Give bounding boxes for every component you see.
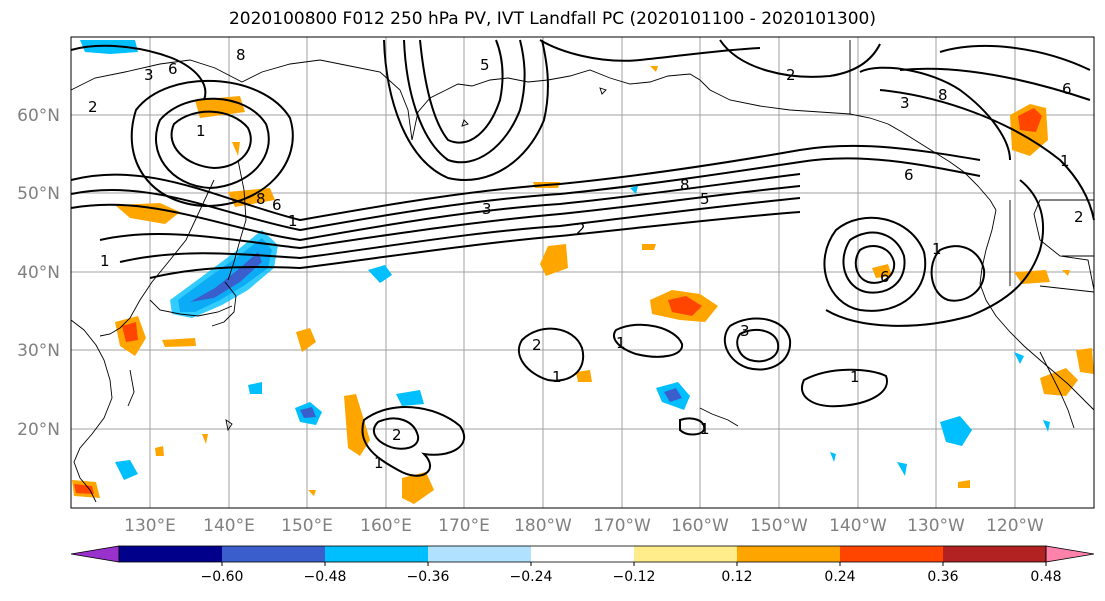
lon-label: 140°E (203, 516, 255, 536)
contour-label: 1 (932, 240, 942, 258)
coastlines (70, 40, 1095, 503)
contour-label: 2 (786, 66, 796, 84)
contour-labels: 2 1 3 6 8 5 3 2 8 5 2 3 8 6 1 6 1 6 1 6 … (88, 46, 1084, 472)
contour-label: 8 (938, 86, 948, 104)
colorbar-extend-low (70, 545, 120, 563)
lat-label: 60°N (17, 106, 60, 126)
colorbar-tick-label: 0.24 (824, 569, 855, 585)
lon-label: 130°W (907, 516, 965, 536)
contour-label: 5 (480, 56, 490, 74)
contour-label: 2 (88, 98, 98, 116)
colorbar-tick-label: 0.48 (1030, 569, 1061, 585)
longitude-labels: 130°E 140°E 150°E 160°E 170°E 180°W 170°… (124, 516, 1044, 536)
contour-label: 2 (1074, 208, 1084, 226)
lat-label: 40°N (17, 263, 60, 283)
colorbar-extend-high (1045, 545, 1095, 563)
colorbar-box (222, 546, 325, 562)
contour-label: 1 (616, 334, 626, 352)
lon-label: 160°W (671, 516, 729, 536)
lon-label: 150°W (750, 516, 808, 536)
colorbar-tick-label: −0.12 (613, 569, 656, 585)
contour-label: 1 (374, 454, 384, 472)
colorbar-box (531, 546, 634, 562)
contour-label: 1 (196, 122, 206, 140)
colorbar-box (119, 546, 222, 562)
colorbar-box (634, 546, 737, 562)
colorbar-box (325, 546, 428, 562)
colorbar-box (428, 546, 531, 562)
lon-label: 130°E (124, 516, 176, 536)
lat-label: 20°N (17, 420, 60, 440)
contour-label: 1 (288, 212, 298, 230)
colorbar-outline (118, 545, 1047, 563)
colorbar-tick-label: 0.36 (927, 569, 958, 585)
contour-label: 1 (700, 420, 710, 438)
contour-label: 6 (1062, 80, 1072, 98)
contour-label: 3 (482, 200, 492, 218)
contour-label: 1 (850, 368, 860, 386)
colorbar-tick-label: −0.24 (510, 569, 553, 585)
contour-label: 6 (272, 196, 282, 214)
pv-contours (70, 39, 1095, 477)
contour-label: 1 (552, 368, 562, 386)
lon-label: 160°E (360, 516, 412, 536)
contour-label: 8 (680, 176, 690, 194)
contour-label: 8 (256, 190, 266, 208)
contour-label: 1 (100, 252, 110, 270)
colorbar-tick-label: −0.48 (304, 569, 347, 585)
lon-label: 150°E (281, 516, 333, 536)
lon-label: 170°W (593, 516, 651, 536)
map-title: 2020100800 F012 250 hPa PV, IVT Landfall… (228, 9, 876, 29)
contour-label: 6 (168, 60, 178, 78)
contour-label: 2 (532, 336, 542, 354)
colorbar: −0.60 −0.48 −0.36 −0.24 −0.12 0.12 0.24 0.36 0.4… (70, 545, 1095, 585)
latitude-labels: 60°N 50°N 40°N 30°N 20°N (17, 106, 60, 440)
colorbar-tick-label: 0.12 (721, 569, 752, 585)
contour-label: 3 (144, 66, 154, 84)
contour-label: 6 (904, 166, 914, 184)
colorbar-box (737, 546, 840, 562)
contour-label: 8 (236, 46, 246, 64)
lon-label: 170°E (438, 516, 490, 536)
colorbar-box (840, 546, 943, 562)
contour-label: 3 (900, 94, 910, 112)
map-frame (70, 36, 1095, 509)
lat-label: 30°N (17, 341, 60, 361)
lon-label: 120°W (986, 516, 1044, 536)
contour-label: 5 (700, 190, 710, 208)
lon-label: 180°W (514, 516, 572, 536)
colorbar-tick-label: −0.60 (201, 569, 244, 585)
contour-label: 1 (1060, 152, 1070, 170)
contour-label: 3 (740, 322, 750, 340)
contour-label: 2 (392, 426, 402, 444)
lat-label: 50°N (17, 184, 60, 204)
lon-label: 140°W (829, 516, 887, 536)
contour-label: 2 (576, 220, 586, 238)
contour-label: 6 (880, 268, 890, 286)
colorbar-tick-label: −0.36 (407, 569, 450, 585)
colorbar-box (943, 546, 1046, 562)
